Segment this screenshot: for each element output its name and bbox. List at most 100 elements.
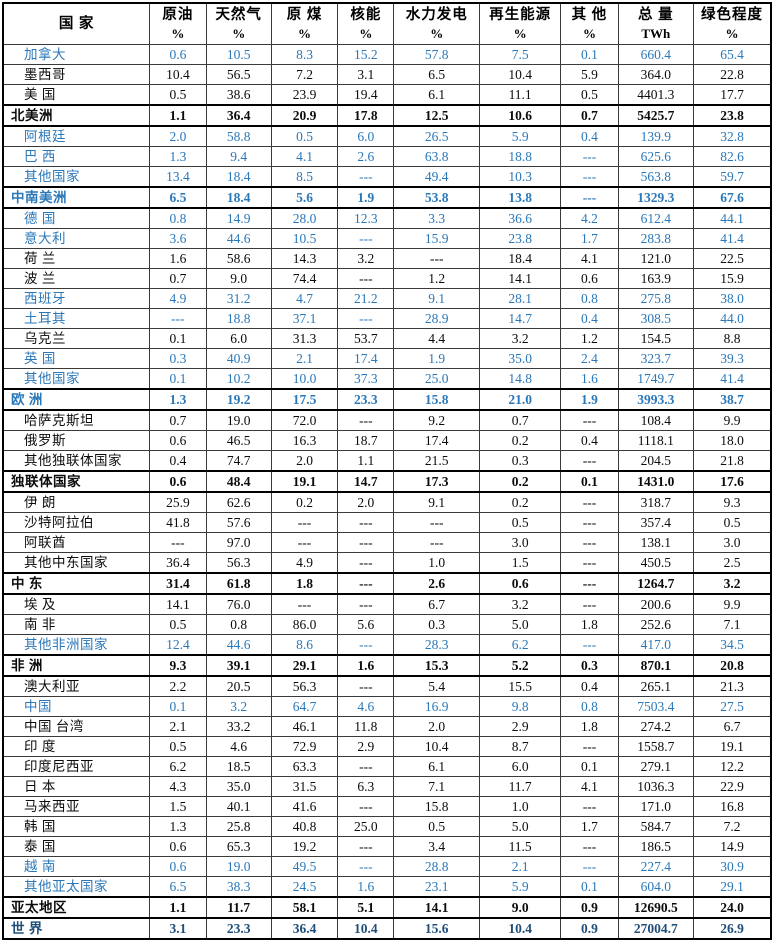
cell-value: 357.4 [617, 512, 695, 533]
cell-value: 3.6 [149, 228, 207, 249]
cell-value: --- [337, 593, 395, 615]
cell-value: 5.9 [560, 64, 619, 85]
cell-value: --- [560, 146, 619, 167]
cell-value: 18.5 [205, 756, 272, 777]
table-row: 印 度 0.5 4.6 72.9 2.9 10.4 8.7 --- 1558.7 19.1 [2, 736, 772, 757]
cell-value: 20.5 [205, 675, 272, 697]
cell-value: 0.6 [478, 572, 562, 595]
table-row: 其他非洲国家 12.4 44.6 8.6 --- 28.3 6.2 --- 417.0 34.5 [2, 634, 772, 656]
cell-value: --- [560, 796, 619, 817]
cell-value: 20.8 [693, 654, 772, 677]
cell-value: --- [337, 552, 395, 574]
region-summary-row: 世 界 3.1 23.3 36.4 10.4 15.6 10.4 0.9 27004.7 26.9 [2, 917, 772, 940]
cell-value: 17.4 [337, 348, 395, 369]
cell-value: 1.9 [393, 348, 480, 369]
cell-value: 13.4 [149, 166, 207, 188]
cell-value: 67.6 [693, 186, 772, 209]
table-row: 哈萨克斯坦 0.7 19.0 72.0 --- 9.2 0.7 --- 108.4 9.9 [2, 409, 772, 431]
header-row: 国 家原油% 天然气% 原 煤% 核能% 水力发电% 再生能源% 其 他% 总 量 TWh 绿色程… [2, 2, 772, 45]
cell-value: 38.6 [205, 84, 272, 106]
cell-value: 3993.3 [617, 388, 695, 411]
cell-value: 4.2 [560, 207, 619, 229]
cell-value: 72.9 [270, 736, 339, 757]
cell-value: --- [560, 634, 619, 656]
cell-value: 0.1 [560, 756, 619, 777]
cell-value: --- [560, 552, 619, 574]
row-label: 亚太地区 [2, 896, 151, 919]
cell-value: 16.3 [270, 430, 339, 451]
cell-value: 154.5 [617, 328, 695, 349]
row-label: 英 国 [2, 348, 151, 369]
region-summary-row: 非 洲 9.3 39.1 29.1 1.6 15.3 5.2 0.3 870.1 20.8 [2, 654, 772, 677]
cell-value: 1.2 [560, 328, 619, 349]
cell-value: 9.0 [478, 896, 562, 919]
cell-value: 5.6 [337, 614, 395, 635]
cell-value: 275.8 [617, 288, 695, 309]
row-label: 印 度 [2, 736, 151, 757]
cell-value: 3.4 [393, 836, 480, 857]
cell-value: --- [337, 409, 395, 431]
cell-value: 82.6 [693, 146, 772, 167]
cell-value: 10.4 [478, 917, 562, 940]
table-row: 伊 朗 25.9 62.6 0.2 2.0 9.1 0.2 --- 318.7 9.3 [2, 491, 772, 513]
row-label: 世 界 [2, 917, 151, 940]
cell-value: 4.4 [393, 328, 480, 349]
cell-value: 0.1 [560, 44, 619, 65]
table-row: 西班牙 4.9 31.2 4.7 21.2 9.1 28.1 0.8 275.8 38.0 [2, 288, 772, 309]
table-row: 其他亚太国家 6.5 38.3 24.5 1.6 23.1 5.9 0.1 604.0 29.1 [2, 876, 772, 898]
cell-value: --- [149, 532, 207, 553]
column-header-3: 原 煤% [270, 2, 339, 45]
row-label: 西班牙 [2, 288, 151, 309]
cell-value: 41.4 [693, 368, 772, 390]
cell-value: 0.5 [693, 512, 772, 533]
cell-value: 7.1 [393, 776, 480, 797]
cell-value: 6.2 [478, 634, 562, 656]
cell-value: 19.0 [205, 856, 272, 877]
cell-value: 86.0 [270, 614, 339, 635]
row-label: 非 洲 [2, 654, 151, 677]
column-header-2: 天然气% [205, 2, 272, 45]
cell-value: 46.5 [205, 430, 272, 451]
cell-value: --- [560, 836, 619, 857]
cell-value: 563.8 [617, 166, 695, 188]
cell-value: 0.6 [560, 268, 619, 289]
cell-value: 252.6 [617, 614, 695, 635]
cell-value: 21.0 [478, 388, 562, 411]
cell-value: 1.6 [149, 248, 207, 269]
row-label: 北美洲 [2, 104, 151, 127]
cell-value: 37.1 [270, 308, 339, 329]
cell-value: 612.4 [617, 207, 695, 229]
table-row: 德 国 0.8 14.9 28.0 12.3 3.3 36.6 4.2 612.4 44.1 [2, 207, 772, 229]
cell-value: 1118.1 [617, 430, 695, 451]
cell-value: 9.9 [693, 409, 772, 431]
cell-value: 3.2 [205, 696, 272, 717]
column-header-label: 国 家 [58, 15, 95, 32]
cell-value: 5.0 [478, 614, 562, 635]
cell-value: 28.8 [393, 856, 480, 877]
table-row: 马来西亚 1.5 40.1 41.6 --- 15.8 1.0 --- 171.0 16.8 [2, 796, 772, 817]
row-label: 中国 台湾 [2, 716, 151, 737]
row-label: 波 兰 [2, 268, 151, 289]
cell-value: 35.0 [478, 348, 562, 369]
column-header-unit: % [430, 26, 444, 41]
cell-value: 6.1 [393, 756, 480, 777]
cell-value: 14.3 [270, 248, 339, 269]
cell-value: 57.8 [393, 44, 480, 65]
row-label: 越 南 [2, 856, 151, 877]
cell-value: --- [337, 268, 395, 289]
row-label: 印度尼西亚 [2, 756, 151, 777]
cell-value: 2.0 [149, 125, 207, 147]
cell-value: --- [337, 308, 395, 329]
cell-value: 9.3 [149, 654, 207, 677]
cell-value: 31.2 [205, 288, 272, 309]
cell-value: 21.5 [393, 450, 480, 472]
cell-value: 17.8 [337, 104, 395, 127]
row-label: 泰 国 [2, 836, 151, 857]
cell-value: 6.5 [149, 876, 207, 898]
cell-value: 34.5 [693, 634, 772, 656]
cell-value: --- [337, 512, 395, 533]
region-summary-row: 亚太地区 1.1 11.7 58.1 5.1 14.1 9.0 0.9 12690.5 24.0 [2, 896, 772, 919]
cell-value: 57.6 [205, 512, 272, 533]
cell-value: 1.6 [337, 654, 395, 677]
cell-value: 12690.5 [617, 896, 695, 919]
